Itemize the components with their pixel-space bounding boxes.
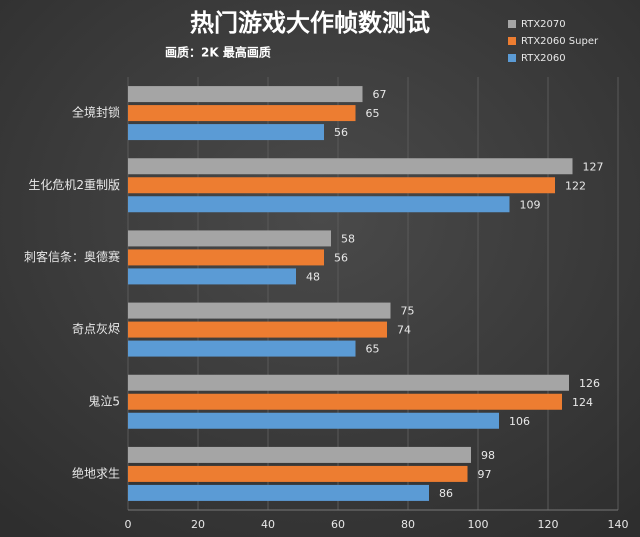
legend-label: RTX2070 [521,19,566,30]
bar [128,249,324,266]
x-tick-label: 120 [538,518,559,531]
bar [128,124,324,141]
bar [128,412,499,429]
bar [128,446,471,463]
y-tick-label: 奇点灰烬 [72,322,120,336]
bar [128,302,391,319]
value-label: 122 [565,179,586,192]
x-tick-label: 140 [608,518,629,531]
legend-label: RTX2060 [521,53,566,64]
value-label: 65 [366,107,380,120]
x-tick-label: 100 [468,518,489,531]
value-label: 48 [306,270,320,283]
chart-subtitle: 画质：2K 最高画质 [165,45,271,60]
x-tick-label: 60 [331,518,345,531]
bar [128,196,510,213]
legend-swatch [508,20,516,28]
legend-swatch [508,54,516,62]
value-label: 86 [439,487,453,500]
x-tick-label: 20 [191,518,205,531]
value-label: 56 [334,126,348,139]
x-tick-label: 0 [125,518,132,531]
bar [128,105,356,122]
x-tick-label: 80 [401,518,415,531]
bar [128,230,331,247]
y-tick-label: 生化危机2重制版 [28,178,120,192]
y-tick-label: 刺客信条：奥德赛 [24,249,120,264]
bar [128,393,562,410]
legend-swatch [508,37,516,45]
bar [128,177,555,194]
y-tick-label: 鬼泣5 [88,393,120,408]
chart-title: 热门游戏大作帧数测试 [190,9,430,37]
bar [128,86,363,103]
value-label: 74 [397,324,411,337]
value-label: 65 [366,343,380,356]
bar [128,484,429,501]
bar [128,465,468,482]
value-label: 106 [509,415,530,428]
value-label: 58 [341,232,355,245]
value-label: 56 [334,251,348,264]
value-label: 75 [401,305,415,318]
y-tick-label: 绝地求生 [72,465,120,480]
value-label: 67 [373,88,387,101]
bar [128,321,387,338]
value-label: 98 [481,449,495,462]
x-tick-label: 40 [261,518,275,531]
value-label: 109 [520,198,541,211]
value-label: 97 [478,468,492,481]
value-label: 127 [583,160,604,173]
bar [128,340,356,357]
bar [128,268,296,285]
value-label: 126 [579,377,600,390]
bar [128,158,573,175]
legend-label: RTX2060 Super [521,36,599,47]
value-label: 124 [572,396,593,409]
bar [128,374,569,391]
y-tick-label: 全境封锁 [72,105,120,120]
